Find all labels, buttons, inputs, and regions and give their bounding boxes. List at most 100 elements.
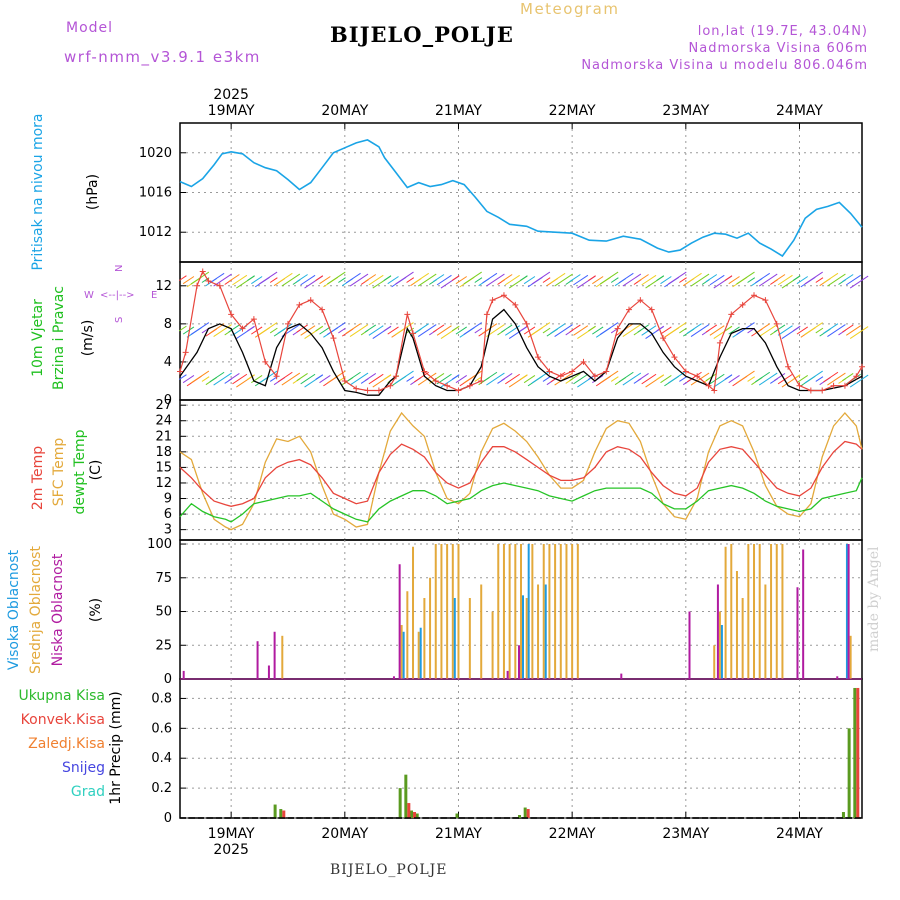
pressure-unit: (hPa) (85, 174, 101, 210)
wind-arrow (345, 272, 361, 284)
wind-arrow (550, 371, 566, 383)
wind-arrow (417, 273, 437, 287)
wind-max-marker (375, 387, 382, 394)
wind-max-marker (364, 387, 371, 394)
wind-arrow (182, 326, 195, 335)
wind-arrow (637, 274, 649, 283)
wind-arrow (327, 322, 346, 335)
wind-max-marker (421, 368, 428, 375)
wind-arrow (773, 274, 786, 283)
wind-max-marker (853, 373, 860, 380)
wind-arrow (792, 325, 801, 332)
wind-arrow (383, 275, 392, 281)
wind-arrow (345, 323, 361, 334)
wind-arrow (281, 273, 301, 287)
wind-max-marker (796, 382, 803, 389)
wind-arrow (228, 324, 240, 333)
wind-arrow (728, 276, 740, 285)
wind-max-marker (580, 358, 587, 365)
precip-bar (415, 813, 419, 818)
wind-arrow (432, 324, 445, 333)
wind-arrow (315, 374, 324, 380)
wind-arrow (349, 372, 369, 386)
y-tick-label: 4 (164, 355, 172, 370)
wind-arrow (686, 272, 702, 284)
wind-arrow (796, 276, 809, 285)
wind-arrow (668, 271, 687, 285)
y-tick-label: 0.8 (151, 691, 172, 706)
wind-arrow (406, 327, 415, 334)
wind-max-marker (489, 297, 496, 304)
wind-arrow (724, 374, 733, 380)
wind-arrow (319, 276, 331, 285)
precip-bar (523, 807, 527, 818)
model-altitude-label: Nadmorska Visina u modelu 806.046m (581, 58, 868, 73)
wind-arrow (622, 273, 642, 287)
wind-arrow (482, 272, 498, 284)
wind-arrow (269, 277, 278, 283)
wind-arrow (573, 274, 589, 286)
precip-bar (279, 809, 283, 818)
wind-arrow (622, 324, 642, 337)
wind-max-marker (307, 297, 314, 304)
y-tick-label: 0.2 (151, 781, 172, 796)
wind-arrow (436, 274, 452, 286)
compass-w: W (84, 290, 94, 301)
wind-arrow (455, 326, 468, 335)
wind-title-1: 10m Vjetar (30, 299, 46, 377)
wind-arrow (610, 376, 619, 382)
wind-arrow (777, 373, 793, 385)
wind-max-marker (250, 316, 257, 323)
altitude-label: Nadmorska Visina 606m (688, 41, 868, 56)
wind-arrow (823, 272, 839, 284)
wind-arrow (815, 376, 824, 382)
wind-arrow (736, 370, 755, 384)
model-name: wrf-nmm_v3.9.1 e3km (64, 48, 261, 66)
wind-max-marker (859, 363, 865, 370)
wind-arrow (387, 276, 399, 285)
wind-max-marker (739, 301, 746, 308)
day-label-bottom: 23MAY (662, 826, 709, 842)
compass-n: N (114, 265, 125, 272)
wind-arrow (178, 275, 187, 281)
wind-max-marker (512, 301, 519, 308)
wind-arrow (349, 324, 369, 337)
wind-max-marker (523, 320, 530, 327)
sfc-temp-line (179, 411, 863, 531)
wind-max-marker (284, 320, 291, 327)
wind-arrow (755, 272, 771, 284)
wind-max-marker (819, 387, 826, 394)
wind-max-marker (444, 382, 451, 389)
wind-arrow (414, 323, 430, 334)
wind-arrow (338, 327, 346, 334)
wind-max-marker (500, 292, 507, 299)
credit-label: made by Angel (866, 546, 882, 653)
y-tick-label: 9 (164, 492, 172, 507)
wind-arrow (660, 276, 672, 285)
wind-arrow (474, 277, 483, 283)
wind-arrow (364, 373, 377, 382)
wind-max-marker (483, 311, 490, 318)
wind-arrow (842, 373, 854, 382)
precip-bar (273, 804, 277, 818)
wind-max-marker (705, 382, 712, 389)
cloud-unit: (%) (88, 598, 104, 622)
model-label: Model (66, 20, 114, 36)
wind-arrow (368, 274, 384, 286)
wind-max-marker (404, 311, 411, 318)
wind-arrow (842, 274, 854, 283)
wind-arrow (804, 370, 823, 384)
wind-max-marker (785, 363, 792, 370)
wind-max-marker (557, 373, 564, 380)
temp-title-dewpt: dewpt Temp (72, 429, 88, 514)
wind-arrow (474, 376, 483, 382)
wind-arrow (792, 374, 801, 380)
wind-arrow (455, 276, 468, 285)
wind-max-marker (762, 297, 769, 304)
wind-arrow (573, 325, 589, 336)
wind-arrow (519, 374, 528, 380)
wind-arrow (849, 326, 869, 339)
wind-arrow (679, 327, 687, 334)
wind-arrow (319, 326, 331, 335)
precip-legend-item: Ukupna Kisa (18, 688, 105, 704)
